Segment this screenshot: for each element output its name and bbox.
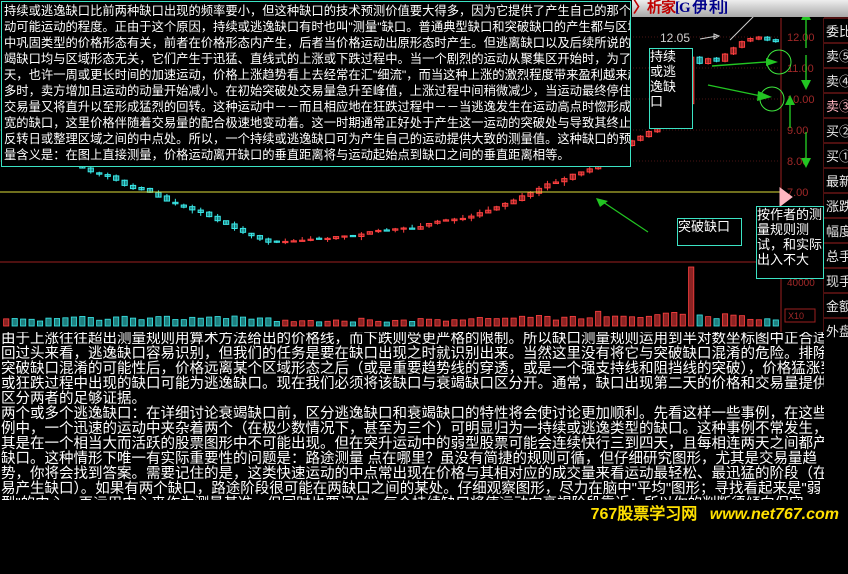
svg-text:卖⑤: 卖⑤ [826, 49, 848, 64]
svg-text:买①: 买① [826, 149, 848, 164]
svg-text:12.00: 12.00 [787, 32, 815, 44]
svg-text:卖③: 卖③ [826, 99, 848, 114]
svg-text:幅度: 幅度 [826, 224, 848, 239]
svg-text:12.05: 12.05 [660, 31, 690, 45]
svg-text:40000: 40000 [787, 278, 815, 289]
svg-text:X10: X10 [788, 311, 804, 321]
svg-text:外盘: 外盘 [826, 324, 848, 339]
svg-text:总手: 总手 [826, 249, 848, 264]
svg-text:委比: 委比 [826, 24, 848, 39]
svg-text:买②: 买② [826, 124, 848, 139]
svg-text:现手: 现手 [826, 274, 848, 289]
svg-text:最新: 最新 [826, 174, 848, 189]
svg-text:金额: 金额 [826, 299, 848, 314]
svg-text:卖④: 卖④ [826, 74, 848, 89]
svg-text:涨跌: 涨跌 [826, 199, 848, 214]
